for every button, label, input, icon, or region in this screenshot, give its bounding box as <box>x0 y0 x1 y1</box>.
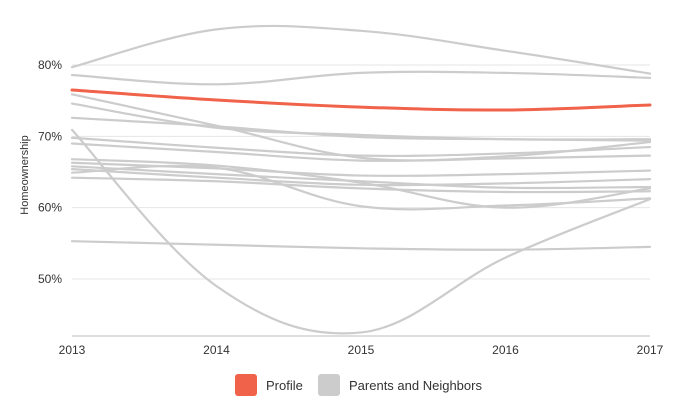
x-tick-label: 2014 <box>203 343 230 357</box>
legend: Profile Parents and Neighbors <box>235 374 482 396</box>
neighbor-series-line-6 <box>70 128 652 335</box>
profile-legend-swatch <box>235 374 257 396</box>
neighbor-series-line-11 <box>70 165 652 190</box>
neighbor-series-line-8 <box>70 142 652 162</box>
x-tick-label: 2015 <box>348 343 375 357</box>
neighbors-legend-label: Parents and Neighbors <box>349 378 482 393</box>
neighbors-series-group <box>70 24 652 335</box>
y-tick-label: 60% <box>38 201 62 215</box>
profile-series-line <box>70 88 652 112</box>
neighbor-series-line-5 <box>70 116 652 142</box>
neighbor-series-line-14 <box>70 176 652 194</box>
neighbors-legend-swatch <box>318 374 340 396</box>
x-tick-label: 2017 <box>637 343 664 357</box>
neighbor-series-line-1 <box>70 24 652 75</box>
y-axis-ticks: 50% 60% 70% 80% <box>38 58 62 286</box>
profile-series-group <box>70 88 652 112</box>
x-tick-label: 2013 <box>59 343 86 357</box>
neighbor-series-line-12 <box>70 168 652 187</box>
x-tick-label: 2016 <box>492 343 519 357</box>
x-axis-ticks: 2013 2014 2015 2016 2017 <box>59 343 664 357</box>
profile-legend-label: Profile <box>266 378 303 393</box>
y-axis-label: Homeownership <box>19 135 31 214</box>
neighbor-series-line-13 <box>70 164 652 211</box>
neighbor-series-line-7 <box>70 136 652 158</box>
neighbor-series-line-2 <box>70 70 652 86</box>
y-tick-label: 80% <box>38 58 62 72</box>
neighbor-series-line-15 <box>70 240 652 251</box>
y-tick-label: 50% <box>38 272 62 286</box>
y-tick-label: 70% <box>38 129 62 143</box>
